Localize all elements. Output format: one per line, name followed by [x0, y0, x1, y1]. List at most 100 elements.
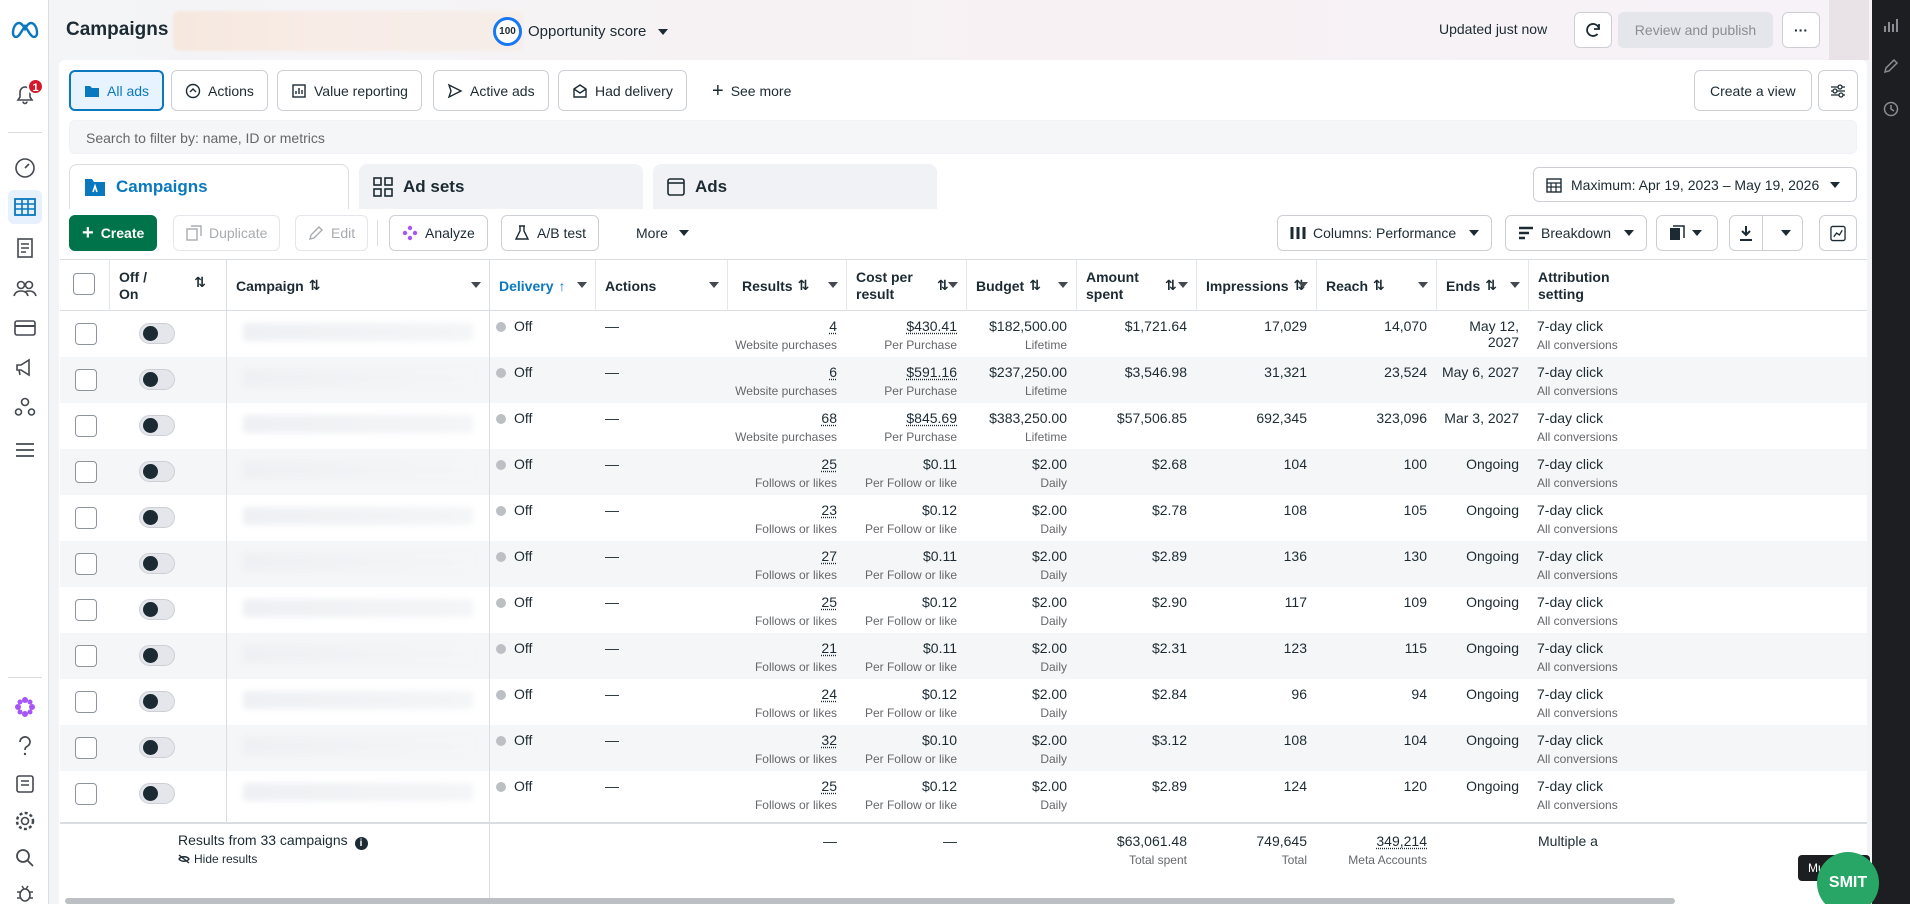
opportunity-score[interactable]: 100 Opportunity score	[493, 17, 668, 46]
results-value[interactable]: 25	[821, 778, 837, 794]
review-publish-button[interactable]: Review and publish	[1618, 12, 1773, 48]
row-checkbox[interactable]	[75, 691, 97, 713]
breakdown-dropdown[interactable]: Breakdown	[1505, 215, 1647, 251]
pencil-edit-icon[interactable]	[1883, 58, 1899, 74]
campaign-name-cell[interactable]	[227, 679, 490, 725]
column-header-reach[interactable]: Reach ⇅	[1317, 260, 1437, 311]
cpr-value[interactable]: $591.16	[906, 364, 957, 380]
see-more-views-button[interactable]: + See more	[699, 70, 804, 111]
tab-ad-sets[interactable]: Ad sets	[359, 164, 643, 209]
table-row[interactable]: Off — 27 Follows or likes $0.11 Per Follow or…	[60, 541, 1867, 587]
row-checkbox[interactable]	[75, 553, 97, 575]
audiences-icon[interactable]	[12, 275, 38, 301]
campaign-name-cell[interactable]	[227, 725, 490, 771]
tab-ads[interactable]: Ads	[653, 164, 937, 209]
campaign-on-off-toggle[interactable]	[139, 599, 175, 620]
columns-dropdown[interactable]: Columns: Performance	[1277, 215, 1492, 251]
results-value[interactable]: 23	[821, 502, 837, 518]
campaign-on-off-toggle[interactable]	[139, 645, 175, 666]
account-selector-blurred[interactable]	[173, 11, 523, 51]
row-checkbox[interactable]	[75, 645, 97, 667]
column-menu-icon[interactable]	[948, 282, 958, 288]
column-menu-icon[interactable]	[471, 282, 481, 288]
search-icon[interactable]	[12, 845, 38, 871]
hide-results-link[interactable]: Hide results	[178, 852, 257, 866]
campaign-on-off-toggle[interactable]	[139, 369, 175, 390]
campaign-on-off-toggle[interactable]	[139, 323, 175, 344]
results-value[interactable]: 25	[821, 456, 837, 472]
results-value[interactable]: 21	[821, 640, 837, 656]
help-question-icon[interactable]	[12, 733, 38, 759]
results-value[interactable]: 27	[821, 548, 837, 564]
campaign-on-off-toggle[interactable]	[139, 553, 175, 574]
row-checkbox[interactable]	[75, 323, 97, 345]
campaign-name-cell[interactable]	[227, 403, 490, 449]
column-header-ends[interactable]: Ends ⇅	[1437, 260, 1529, 311]
footer-value[interactable]: 349,214	[1376, 833, 1427, 849]
campaign-name-cell[interactable]	[227, 449, 490, 495]
table-row[interactable]: Off — 21 Follows or likes $0.11 Per Follow or…	[60, 633, 1867, 679]
table-row[interactable]: Off — 6 Website purchases $591.16 Per Purchas…	[60, 357, 1867, 403]
column-header-attribution[interactable]: Attribution setting	[1529, 260, 1629, 311]
bar-chart-icon[interactable]	[1883, 17, 1899, 33]
charts-toggle-button[interactable]	[1819, 215, 1857, 251]
campaign-on-off-toggle[interactable]	[139, 461, 175, 482]
campaign-name-cell[interactable]	[227, 541, 490, 587]
campaign-on-off-toggle[interactable]	[139, 691, 175, 712]
table-row[interactable]: Off — 4 Website purchases $430.41 Per Purchas…	[60, 311, 1867, 357]
date-range-picker[interactable]: Maximum: Apr 19, 2023 – May 19, 2026	[1533, 167, 1857, 202]
column-menu-icon[interactable]	[1510, 282, 1520, 288]
column-menu-icon[interactable]	[1178, 282, 1188, 288]
history-clock-icon[interactable]	[1883, 101, 1899, 117]
results-value[interactable]: 4	[829, 318, 837, 334]
results-value[interactable]: 68	[821, 410, 837, 426]
megaphone-icon[interactable]	[12, 354, 38, 380]
results-value[interactable]: 25	[821, 594, 837, 610]
column-menu-icon[interactable]	[828, 282, 838, 288]
meta-logo-icon[interactable]	[10, 16, 40, 42]
dashboard-gauge-icon[interactable]	[12, 155, 38, 181]
column-header-actions[interactable]: Actions	[596, 260, 728, 311]
notifications-bell-icon[interactable]: 1	[12, 82, 38, 108]
column-header-off-on[interactable]: Off / On ⇅	[110, 260, 227, 311]
all-tools-menu-icon[interactable]	[12, 437, 38, 463]
view-had-delivery[interactable]: Had delivery	[558, 70, 687, 111]
select-all-checkbox[interactable]	[73, 273, 95, 295]
cpr-value[interactable]: $845.69	[906, 410, 957, 426]
table-row[interactable]: Off — 25 Follows or likes $0.12 Per Follow or…	[60, 771, 1867, 817]
pages-icon[interactable]	[12, 235, 38, 261]
bug-report-icon[interactable]	[12, 880, 38, 904]
view-actions[interactable]: Actions	[171, 70, 268, 111]
results-value[interactable]: 32	[821, 732, 837, 748]
column-header-campaign[interactable]: Campaign ⇅	[227, 260, 490, 311]
create-button[interactable]: + Create	[69, 215, 157, 251]
column-menu-icon[interactable]	[709, 282, 719, 288]
reports-book-icon[interactable]	[12, 771, 38, 797]
row-checkbox[interactable]	[75, 415, 97, 437]
campaign-name-cell[interactable]	[227, 311, 490, 357]
row-checkbox[interactable]	[75, 599, 97, 621]
ads-manager-table-icon[interactable]	[8, 190, 42, 224]
avatar[interactable]	[1829, 0, 1869, 60]
campaign-name-cell[interactable]	[227, 633, 490, 679]
info-icon[interactable]: i	[355, 837, 368, 850]
row-checkbox[interactable]	[75, 783, 97, 805]
ai-flower-icon[interactable]	[12, 694, 38, 720]
column-header-results[interactable]: Results ⇅	[728, 260, 847, 311]
view-active-ads[interactable]: Active ads	[433, 70, 549, 111]
table-row[interactable]: Off —23 Follows or likes $0.12 Per Follow or…	[60, 495, 1867, 541]
row-checkbox[interactable]	[75, 507, 97, 529]
column-menu-icon[interactable]	[1418, 282, 1428, 288]
column-header-budget[interactable]: Budget ⇅	[967, 260, 1077, 311]
table-row[interactable]: Off — 68 Website purchases $845.69 Per Purcha…	[60, 403, 1867, 449]
table-row[interactable]: Off — 25 Follows or likes $0.12 Per Follow or…	[60, 587, 1867, 633]
table-row[interactable]: Off —24 Follows or likes $0.12 Per Follow or…	[60, 679, 1867, 725]
row-checkbox[interactable]	[75, 737, 97, 759]
column-header-impressions[interactable]: Impressions ⇅	[1197, 260, 1317, 311]
results-value[interactable]: 24	[821, 686, 837, 702]
row-checkbox[interactable]	[75, 461, 97, 483]
view-value-reporting[interactable]: Value reporting	[277, 70, 422, 111]
export-dropdown[interactable]	[1729, 215, 1803, 251]
results-value[interactable]: 6	[829, 364, 837, 380]
view-all-ads[interactable]: All ads	[69, 70, 164, 111]
